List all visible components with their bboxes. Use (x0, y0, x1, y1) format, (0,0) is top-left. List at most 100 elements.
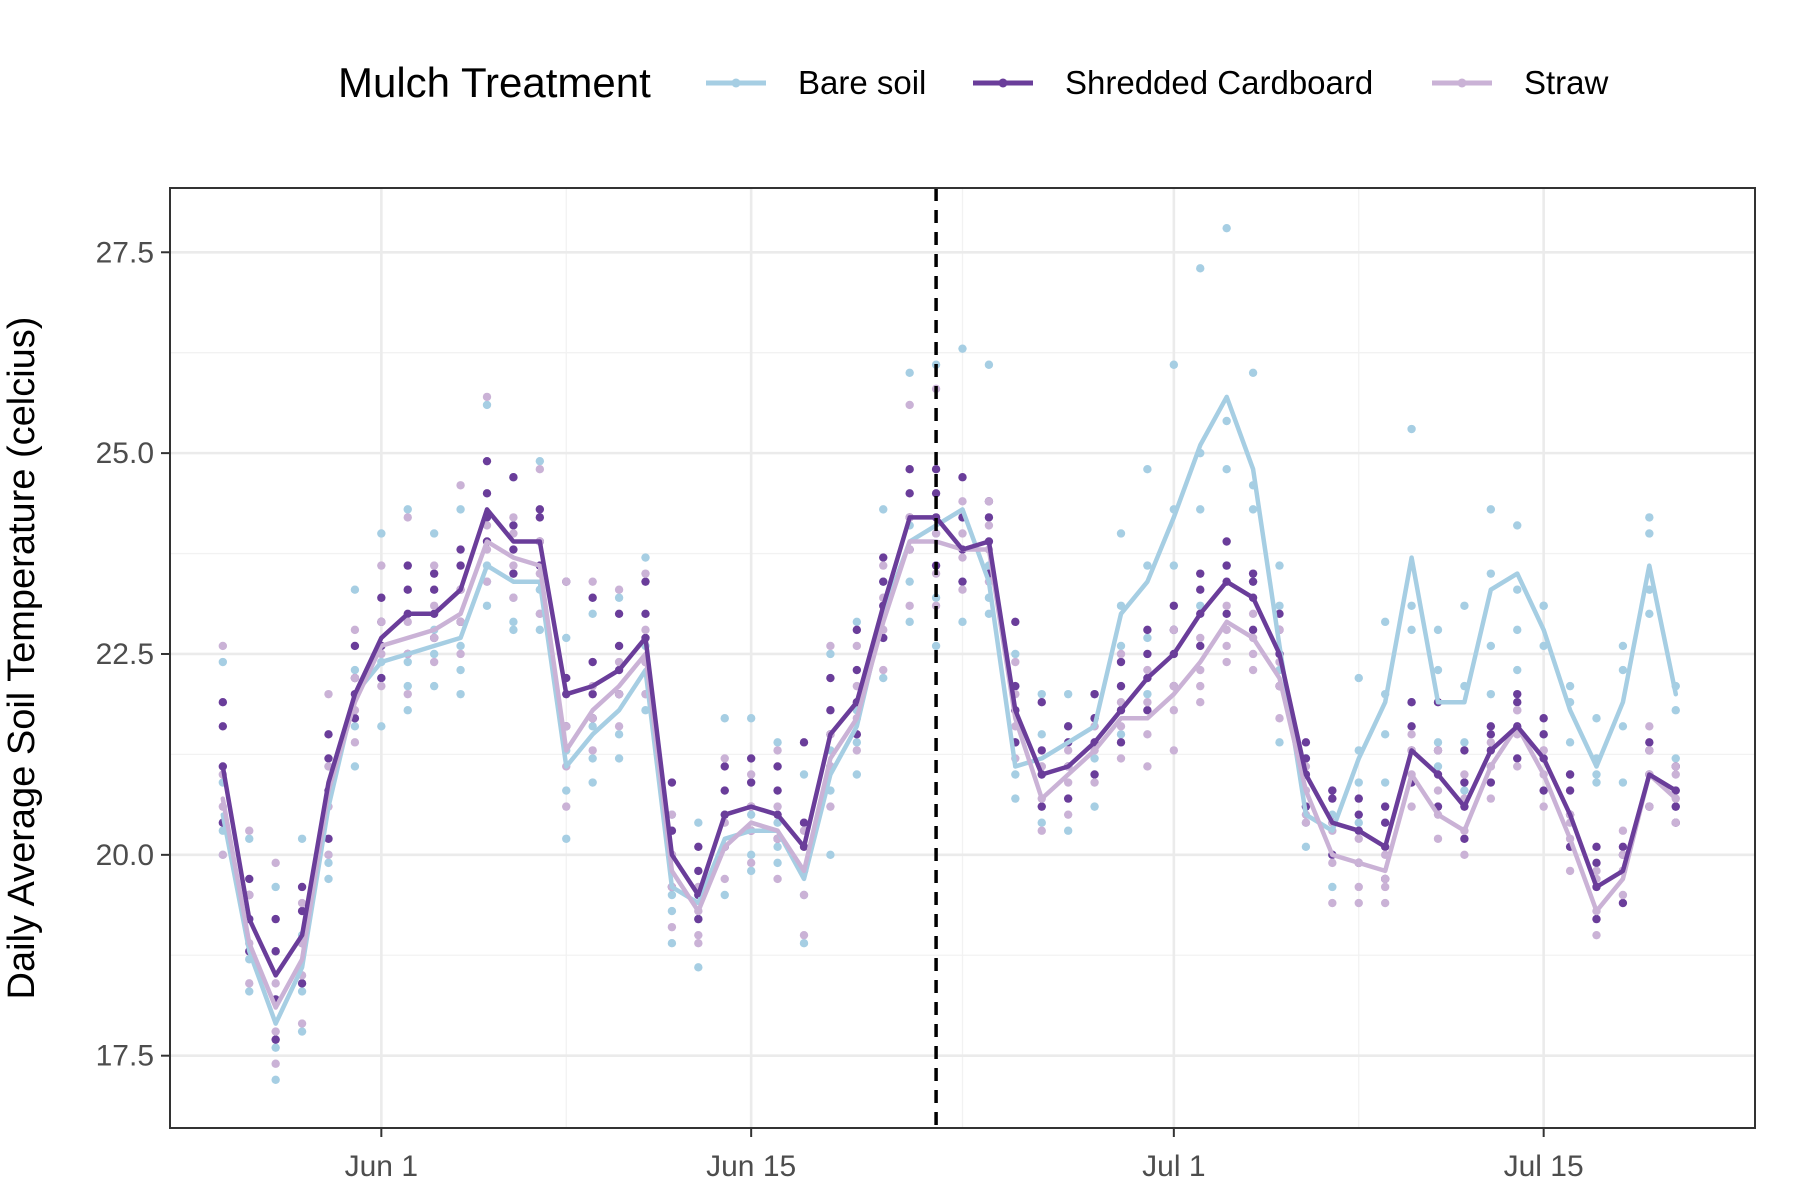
point-bare-soil (1486, 505, 1496, 514)
point-shredded-cardboard (879, 553, 888, 562)
point-shredded-cardboard (1222, 537, 1231, 546)
point-shredded-cardboard (1116, 738, 1126, 747)
point-bare-soil (1645, 609, 1654, 619)
point-bare-soil (562, 834, 571, 843)
point-shredded-cardboard (984, 513, 994, 522)
point-bare-soil (852, 738, 862, 747)
point-straw (1090, 778, 1099, 787)
point-bare-soil (1618, 778, 1628, 787)
point-bare-soil (667, 906, 677, 916)
point-bare-soil (1354, 818, 1363, 827)
point-straw (1671, 770, 1680, 779)
point-straw (1433, 834, 1443, 843)
point-bare-soil (746, 850, 756, 860)
point-straw (1196, 633, 1205, 643)
legend-item-shredded-cardboard: Shredded Cardboard (973, 64, 1373, 101)
point-bare-soil (588, 722, 597, 731)
point-bare-soil (931, 641, 941, 651)
point-straw (773, 802, 782, 811)
point-shredded-cardboard (377, 673, 386, 683)
point-shredded-cardboard (1037, 802, 1046, 811)
point-bare-soil (245, 987, 254, 996)
point-straw (271, 1059, 280, 1068)
point-straw (271, 979, 280, 988)
point-bare-soil (1486, 641, 1496, 651)
point-bare-soil (350, 722, 360, 731)
point-straw (773, 746, 782, 755)
point-bare-soil (535, 456, 545, 466)
point-bare-soil (245, 834, 254, 843)
point-shredded-cardboard (324, 834, 333, 843)
point-bare-soil (905, 577, 914, 586)
point-bare-soil (614, 730, 624, 739)
legend-label: Straw (1524, 64, 1609, 101)
point-straw (324, 850, 333, 860)
point-shredded-cardboard (1460, 746, 1469, 755)
point-shredded-cardboard (1486, 778, 1496, 787)
point-straw (535, 464, 545, 474)
point-shredded-cardboard (826, 706, 835, 715)
point-shredded-cardboard (509, 473, 518, 482)
point-bare-soil (1433, 665, 1443, 675)
point-bare-soil (826, 649, 835, 659)
point-straw (931, 529, 941, 538)
point-shredded-cardboard (1248, 625, 1258, 635)
point-bare-soil (1222, 416, 1231, 426)
point-straw (429, 561, 439, 570)
point-bare-soil (1328, 882, 1337, 892)
point-shredded-cardboard (1486, 722, 1496, 731)
point-straw (1063, 778, 1073, 787)
point-bare-soil (1539, 601, 1548, 610)
point-straw (1433, 786, 1443, 795)
point-bare-soil (350, 585, 360, 594)
point-straw (1486, 794, 1496, 803)
point-shredded-cardboard (905, 464, 914, 474)
point-shredded-cardboard (852, 625, 862, 635)
point-straw (218, 850, 228, 860)
point-shredded-cardboard (641, 577, 650, 586)
point-straw (852, 746, 862, 755)
point-bare-soil (1565, 681, 1575, 691)
point-shredded-cardboard (799, 738, 809, 747)
point-bare-soil (1037, 689, 1046, 699)
point-bare-soil (1143, 633, 1152, 643)
point-straw (429, 657, 439, 667)
point-bare-soil (799, 939, 809, 948)
point-shredded-cardboard (1380, 802, 1390, 811)
x-tick-label: Jun 1 (345, 1150, 418, 1183)
line-shredded-cardboard (220, 507, 1679, 978)
point-shredded-cardboard (509, 521, 518, 530)
point-shredded-cardboard (588, 657, 597, 667)
point-shredded-cardboard (1037, 697, 1046, 707)
point-shredded-cardboard (799, 818, 809, 827)
point-bare-soil (403, 681, 412, 691)
point-straw (667, 810, 677, 819)
point-shredded-cardboard (694, 842, 703, 852)
point-bare-soil (377, 722, 386, 731)
point-shredded-cardboard (403, 585, 412, 594)
point-bare-soil (1063, 689, 1073, 699)
point-shredded-cardboard (1301, 738, 1311, 747)
point-straw (1592, 930, 1601, 940)
point-bare-soil (1407, 601, 1416, 610)
point-bare-soil (271, 1043, 280, 1052)
point-shredded-cardboard (377, 593, 386, 602)
point-bare-soil (1143, 561, 1152, 570)
point-straw (746, 770, 756, 779)
point-shredded-cardboard (1645, 738, 1654, 747)
point-bare-soil (1143, 464, 1152, 474)
point-straw (1380, 874, 1390, 884)
point-straw (958, 553, 967, 562)
point-shredded-cardboard (350, 641, 360, 651)
point-shredded-cardboard (1328, 794, 1337, 803)
point-straw (350, 673, 360, 683)
point-straw (826, 802, 835, 811)
point-straw (482, 577, 492, 586)
point-straw (377, 561, 386, 570)
point-straw (905, 601, 914, 610)
point-shredded-cardboard (694, 866, 703, 876)
point-shredded-cardboard (1037, 746, 1046, 755)
point-shredded-cardboard (1539, 730, 1548, 739)
point-straw (1143, 665, 1152, 675)
point-bare-soil (773, 858, 782, 868)
